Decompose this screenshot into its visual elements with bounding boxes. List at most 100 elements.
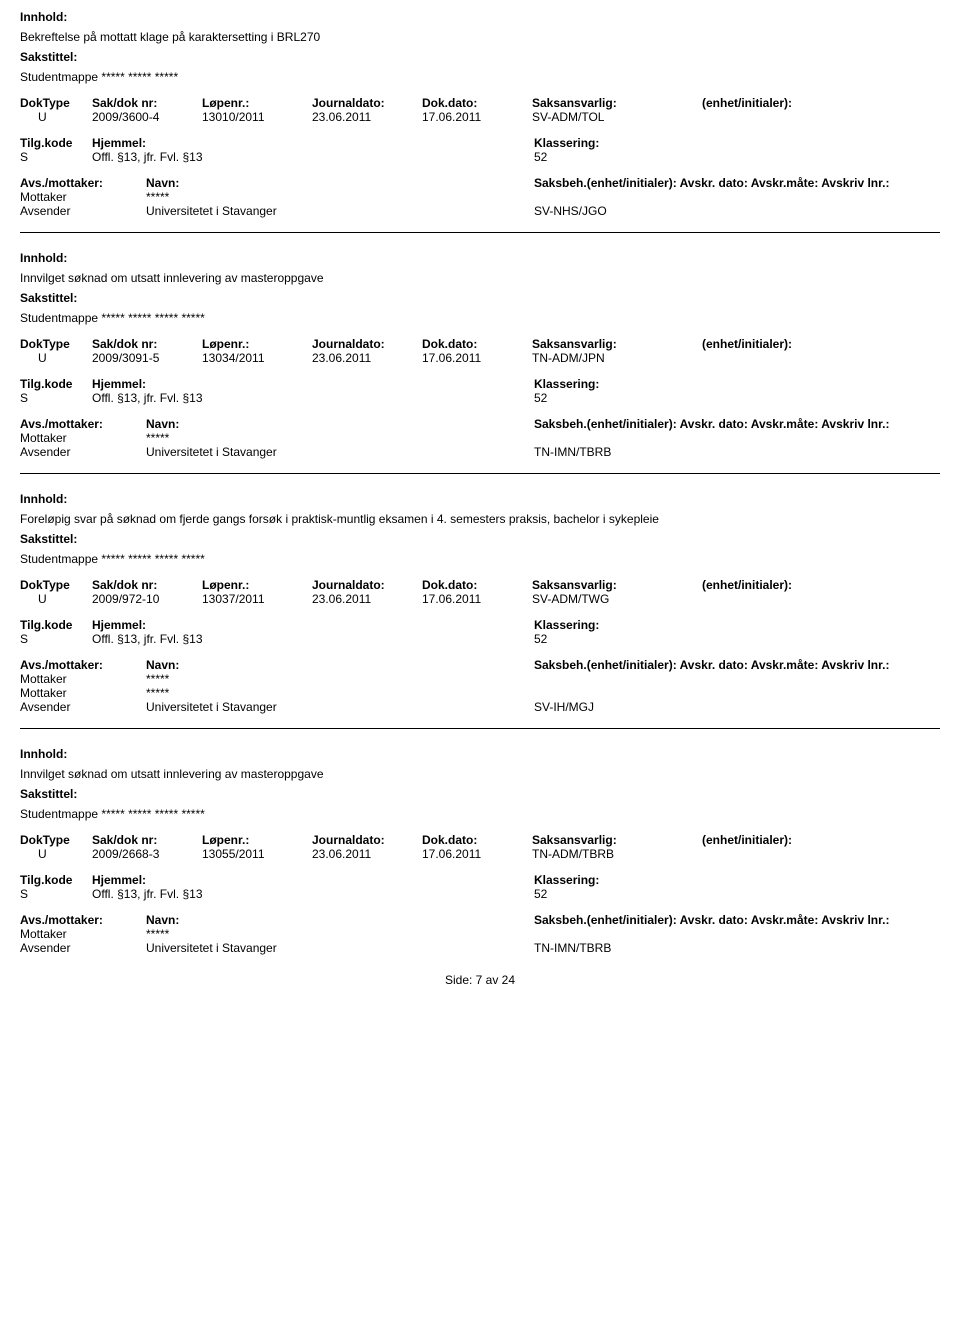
meta-value-row: U 2009/2668-3 13055/2011 23.06.2011 17.0… xyxy=(20,847,940,861)
innhold-label: Innhold: xyxy=(20,251,940,265)
party-role: Mottaker xyxy=(20,431,146,445)
klass-value: 52 xyxy=(534,391,940,405)
meta-value-row: U 2009/3600-4 13010/2011 23.06.2011 17.0… xyxy=(20,110,940,124)
tilgkode-value: S xyxy=(20,632,92,646)
journal-entry: Innhold: Bekreftelse på mottatt klage på… xyxy=(20,10,940,218)
col-ddato-label: Dok.dato: xyxy=(422,96,532,110)
party-row: Mottaker ***** xyxy=(20,431,940,445)
hjemmel-value: Offl. §13, jfr. Fvl. §13 xyxy=(92,887,534,901)
sakdok-value: 2009/3091-5 xyxy=(92,351,202,365)
party-role: Mottaker xyxy=(20,672,146,686)
col-klass-label: Klassering: xyxy=(534,377,940,391)
journal-entry: Innhold: Foreløpig svar på søknad om fje… xyxy=(20,492,940,714)
col-ddato-label: Dok.dato: xyxy=(422,337,532,351)
sakstittel-value: Studentmappe ***** ***** ***** xyxy=(20,70,940,84)
col-saksbeh-label: Saksbeh.(enhet/initialer): Avskr. dato: … xyxy=(534,658,940,672)
hjemmel-header-row: Tilg.kode Hjemmel: Klassering: xyxy=(20,618,940,632)
klass-value: 52 xyxy=(534,632,940,646)
col-hjemmel-label: Hjemmel: xyxy=(92,618,534,632)
jdato-value: 23.06.2011 xyxy=(312,351,422,365)
innhold-value: Innvilget søknad om utsatt innlevering a… xyxy=(20,271,940,285)
hjemmel-value: Offl. §13, jfr. Fvl. §13 xyxy=(92,150,534,164)
sakdok-value: 2009/2668-3 xyxy=(92,847,202,861)
doktype-value: U xyxy=(20,110,92,124)
party-navn: Universitetet i Stavanger xyxy=(146,700,534,714)
entry-separator xyxy=(20,232,940,233)
party-row: Mottaker ***** xyxy=(20,927,940,941)
innhold-label: Innhold: xyxy=(20,747,940,761)
party-navn: Universitetet i Stavanger xyxy=(146,204,534,218)
hjemmel-value-row: S Offl. §13, jfr. Fvl. §13 52 xyxy=(20,391,940,405)
party-row: Mottaker ***** xyxy=(20,672,940,686)
parties-rows: Mottaker ***** Avsender Universitetet i … xyxy=(20,190,940,218)
col-lopenr-label: Løpenr.: xyxy=(202,96,312,110)
col-ddato-label: Dok.dato: xyxy=(422,578,532,592)
col-doktype-label: DokType xyxy=(20,833,92,847)
party-row: Avsender Universitetet i Stavanger SV-NH… xyxy=(20,204,940,218)
col-tilgkode-label: Tilg.kode xyxy=(20,873,92,887)
sakdok-value: 2009/972-10 xyxy=(92,592,202,606)
party-navn: ***** xyxy=(146,431,534,445)
col-avsmott-label: Avs./mottaker: xyxy=(20,658,146,672)
hjemmel-value-row: S Offl. §13, jfr. Fvl. §13 52 xyxy=(20,632,940,646)
enhet-value xyxy=(702,847,940,861)
saksans-value: SV-ADM/TOL xyxy=(532,110,702,124)
hjemmel-value: Offl. §13, jfr. Fvl. §13 xyxy=(92,632,534,646)
lopenr-value: 13055/2011 xyxy=(202,847,312,861)
sakstittel-label: Sakstittel: xyxy=(20,291,940,305)
party-navn: ***** xyxy=(146,686,534,700)
col-saksans-label: Saksansvarlig: xyxy=(532,96,702,110)
party-role: Avsender xyxy=(20,700,146,714)
klass-value: 52 xyxy=(534,150,940,164)
col-klass-label: Klassering: xyxy=(534,618,940,632)
page-footer: Side: 7 av 24 xyxy=(20,973,940,987)
col-enhet-label: (enhet/initialer): xyxy=(702,833,940,847)
tilgkode-value: S xyxy=(20,887,92,901)
col-enhet-label: (enhet/initialer): xyxy=(702,578,940,592)
saksans-value: SV-ADM/TWG xyxy=(532,592,702,606)
col-klass-label: Klassering: xyxy=(534,136,940,150)
party-row: Mottaker ***** xyxy=(20,190,940,204)
col-saksans-label: Saksansvarlig: xyxy=(532,833,702,847)
col-navn-label: Navn: xyxy=(146,913,534,927)
party-role: Avsender xyxy=(20,941,146,955)
parties-header-row: Avs./mottaker: Navn: Saksbeh.(enhet/init… xyxy=(20,176,940,190)
entry-separator xyxy=(20,728,940,729)
party-saksbeh: TN-IMN/TBRB xyxy=(534,941,940,955)
party-navn: ***** xyxy=(146,672,534,686)
col-jdato-label: Journaldato: xyxy=(312,337,422,351)
saksans-value: TN-ADM/TBRB xyxy=(532,847,702,861)
col-saksbeh-label: Saksbeh.(enhet/initialer): Avskr. dato: … xyxy=(534,913,940,927)
party-saksbeh: SV-NHS/JGO xyxy=(534,204,940,218)
party-row: Mottaker ***** xyxy=(20,686,940,700)
lopenr-value: 13010/2011 xyxy=(202,110,312,124)
entry-separator xyxy=(20,473,940,474)
innhold-value: Bekreftelse på mottatt klage på karakter… xyxy=(20,30,940,44)
hjemmel-header-row: Tilg.kode Hjemmel: Klassering: xyxy=(20,873,940,887)
party-navn: ***** xyxy=(146,190,534,204)
party-role: Mottaker xyxy=(20,927,146,941)
col-enhet-label: (enhet/initialer): xyxy=(702,337,940,351)
col-tilgkode-label: Tilg.kode xyxy=(20,377,92,391)
hjemmel-value-row: S Offl. §13, jfr. Fvl. §13 52 xyxy=(20,887,940,901)
party-navn: ***** xyxy=(146,927,534,941)
col-lopenr-label: Løpenr.: xyxy=(202,337,312,351)
party-saksbeh xyxy=(534,431,940,445)
col-lopenr-label: Løpenr.: xyxy=(202,578,312,592)
party-role: Mottaker xyxy=(20,190,146,204)
ddato-value: 17.06.2011 xyxy=(422,847,532,861)
col-doktype-label: DokType xyxy=(20,96,92,110)
party-row: Avsender Universitetet i Stavanger SV-IH… xyxy=(20,700,940,714)
doktype-value: U xyxy=(20,847,92,861)
meta-header-row: DokType Sak/dok nr: Løpenr.: Journaldato… xyxy=(20,337,940,351)
party-navn: Universitetet i Stavanger xyxy=(146,941,534,955)
col-lopenr-label: Løpenr.: xyxy=(202,833,312,847)
col-tilgkode-label: Tilg.kode xyxy=(20,136,92,150)
col-saksbeh-label: Saksbeh.(enhet/initialer): Avskr. dato: … xyxy=(534,176,940,190)
party-saksbeh xyxy=(534,927,940,941)
party-saksbeh: TN-IMN/TBRB xyxy=(534,445,940,459)
sakstittel-label: Sakstittel: xyxy=(20,50,940,64)
ddato-value: 17.06.2011 xyxy=(422,110,532,124)
party-role: Mottaker xyxy=(20,686,146,700)
col-navn-label: Navn: xyxy=(146,176,534,190)
